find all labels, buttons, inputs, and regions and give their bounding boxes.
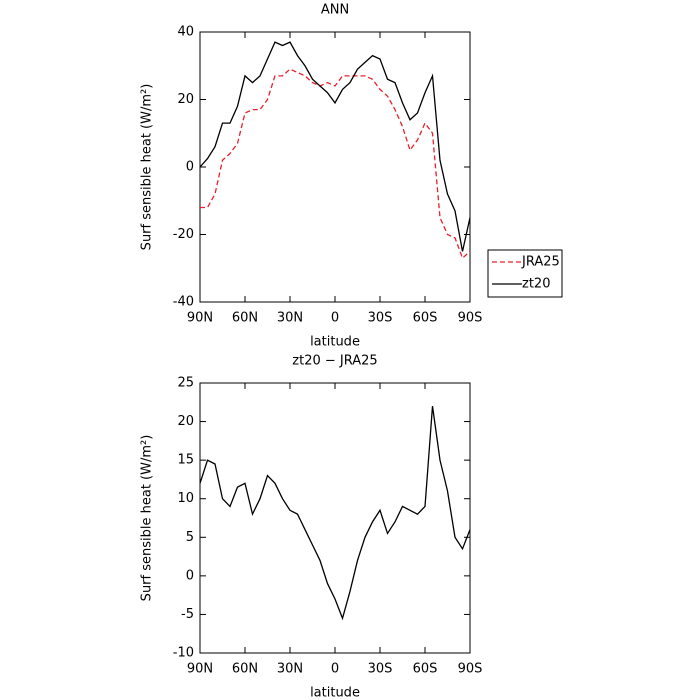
x-axis-label: latitude (310, 335, 360, 350)
legend-label: zt20 (522, 277, 550, 292)
x-tick-label: 30N (277, 311, 303, 326)
y-tick-label: 40 (177, 25, 194, 40)
data-line (199, 41, 471, 252)
x-tick-label: 30S (368, 662, 393, 677)
y-axis-label: Surf sensible heat (W/m²) (140, 435, 155, 602)
x-axis-label: latitude (310, 686, 360, 700)
legend-label: JRA25 (521, 255, 560, 270)
plot-frame (199, 382, 471, 654)
x-tick-label: 60N (232, 662, 258, 677)
y-tick-label: -10 (173, 646, 194, 661)
x-tick-label: 60N (232, 311, 258, 326)
y-tick-label: -5 (181, 607, 194, 622)
x-tick-label: 30N (277, 662, 303, 677)
data-line (200, 68, 471, 260)
x-tick-label: 60S (413, 662, 438, 677)
x-tick-label: 90S (458, 662, 483, 677)
y-tick-label: 5 (186, 530, 194, 545)
y-tick-label: 10 (177, 491, 194, 506)
y-tick-label: 20 (177, 414, 194, 429)
y-tick-label: 0 (186, 568, 194, 583)
legend-box (487, 249, 563, 298)
x-tick-label: 60S (413, 311, 438, 326)
chart-title: zt20 − JRA25 (292, 354, 377, 369)
y-tick-label: -40 (173, 295, 194, 310)
y-tick-label: 15 (177, 453, 194, 468)
y-tick-label: -20 (173, 227, 194, 242)
y-tick-label: 0 (186, 160, 194, 175)
plot-frame (199, 31, 471, 303)
chart-title: ANN (321, 3, 349, 18)
y-tick-label: 20 (177, 92, 194, 107)
x-tick-label: 30S (368, 311, 393, 326)
x-tick-label: 90N (187, 311, 213, 326)
x-tick-label: 90S (458, 311, 483, 326)
data-line (199, 406, 471, 621)
x-tick-label: 0 (331, 662, 339, 677)
y-axis-label: Surf sensible heat (W/m²) (140, 84, 155, 251)
x-tick-label: 0 (331, 311, 339, 326)
x-tick-label: 90N (187, 662, 213, 677)
y-tick-label: 25 (177, 376, 194, 391)
